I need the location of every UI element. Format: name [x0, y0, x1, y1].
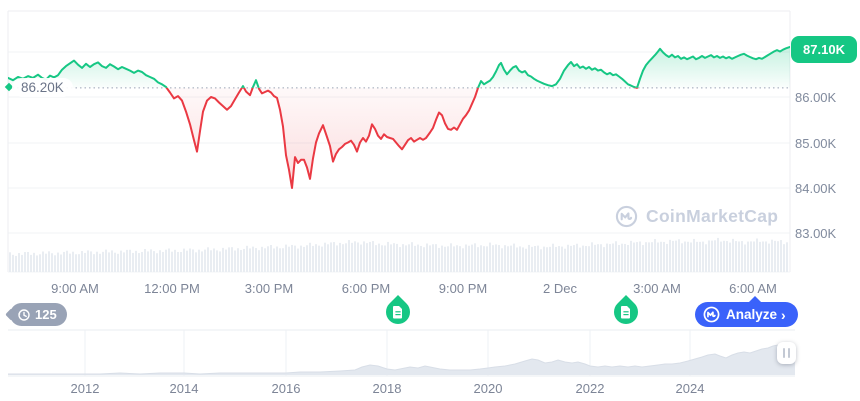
handle-grip-bar [783, 348, 785, 358]
x-axis-label-9am: 9:00 AM [51, 281, 99, 296]
coinmarketcap-logo-icon-small [703, 306, 720, 323]
x-axis-label-2dec: 2 Dec [543, 281, 577, 296]
analyze-button-label: Analyze [726, 307, 778, 322]
x-axis-label-6am: 6:00 AM [729, 281, 777, 296]
clock-history-icon [17, 308, 31, 322]
timeline-year-2024: 2024 [675, 381, 705, 396]
event-note-pin-1[interactable] [381, 295, 415, 329]
timeline-year-2012: 2012 [70, 381, 100, 396]
y-axis-label-86k: 86.00K [795, 90, 837, 105]
timeline-year-2016: 2016 [271, 381, 301, 396]
x-axis-label-12pm: 12:00 PM [144, 281, 200, 296]
baseline-price-label: 86.20K [12, 78, 73, 97]
handle-grip-bar [788, 348, 790, 358]
y-axis-label-83k: 83.00K [795, 226, 837, 241]
coinmarketcap-logo-icon [615, 205, 638, 228]
event-history-pill[interactable]: 125 [5, 303, 67, 326]
document-icon [392, 305, 404, 319]
x-axis-label-9pm: 9:00 PM [438, 281, 488, 296]
analyze-button-tail [748, 296, 762, 303]
analyze-button[interactable]: Analyze › [695, 296, 798, 327]
x-axis-label-3am: 3:00 AM [633, 281, 681, 296]
current-price-badge: 87.10K [791, 36, 857, 63]
x-axis-label-3pm: 3:00 PM [244, 281, 294, 296]
timeline-year-2020: 2020 [473, 381, 503, 396]
coinmarketcap-watermark: CoinMarketCap [615, 205, 778, 228]
timeline-year-2018: 2018 [372, 381, 402, 396]
chevron-right-icon: › [781, 306, 786, 323]
event-note-pin-2[interactable] [609, 295, 643, 329]
document-icon [620, 305, 632, 319]
timeline-scrub-handle[interactable] [777, 342, 796, 364]
y-axis-label-84k: 84.00K [795, 181, 837, 196]
y-axis-label-85k: 85.00K [795, 136, 837, 151]
timeline-year-2014: 2014 [169, 381, 199, 396]
timeline-year-2022: 2022 [575, 381, 605, 396]
watermark-text: CoinMarketCap [646, 206, 779, 226]
history-count: 125 [35, 307, 57, 322]
x-axis-label-6pm: 6:00 PM [341, 281, 391, 296]
